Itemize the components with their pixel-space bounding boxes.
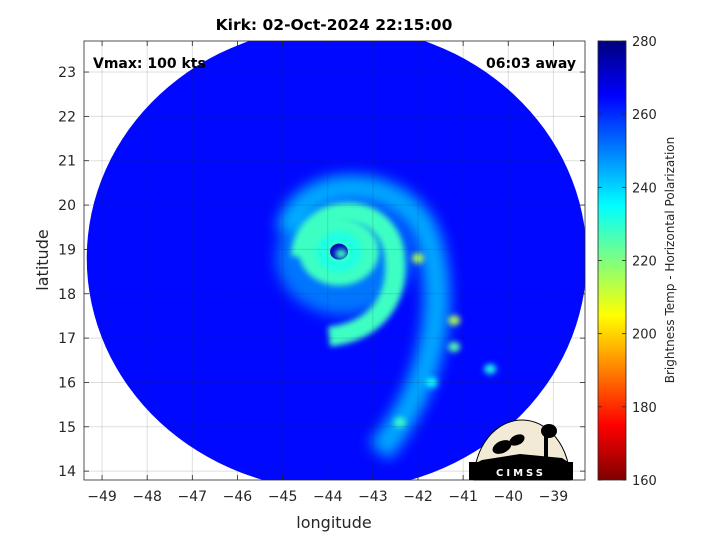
chart-title: Kirk: 02-Oct-2024 22:15:00 [216,16,453,34]
y-axis-label: latitude [33,229,52,290]
colorbar-ticks: 160 180 200 220 240 260 280 [598,35,657,489]
y-tick-label: 18 [58,287,76,303]
x-axis-label: longitude [296,513,371,532]
y-tick-label: 17 [58,331,76,347]
logo-banner [469,462,573,480]
eyewall-ring [317,231,362,272]
storm-feature-3 [448,341,461,352]
y-tick-label: 22 [58,109,76,125]
logo-water-tower-leg [544,436,548,466]
colorbar-tick-label: 280 [632,35,657,50]
x-tick-label: −48 [132,489,162,505]
y-tick-label: 21 [58,154,76,170]
vmax-annotation: Vmax: 100 kts [93,56,206,72]
plot-frame [83,40,586,481]
storm-feature-5 [484,364,497,375]
y-tick-label: 19 [58,242,76,258]
time-away-annotation: 06:03 away [486,56,576,72]
x-tick-label: −39 [539,489,569,505]
x-axis: −49 −48 −47 −46 −45 −44 −43 −42 −41 −40 −39 [87,41,568,505]
x-tick-label: −46 [223,489,253,505]
y-tick-label: 15 [58,420,76,436]
colorbar-tick-label: 240 [632,181,657,196]
x-tick-label: −47 [178,489,208,505]
logo-building [476,454,568,463]
grid-lines [84,41,585,480]
colorbar-tick-label: 180 [632,401,657,416]
y-tick-label: 23 [58,65,76,81]
logo-dish-left [492,440,512,454]
storm-feature-4 [393,417,406,428]
colorbar-tick-label: 220 [632,255,657,270]
x-tick-label: −45 [268,489,298,505]
storm-feature-0 [335,248,348,259]
image-layer [86,41,585,480]
x-tick-label: −49 [87,489,117,505]
storm-feature-2 [448,315,461,326]
spiral-band-inner [291,202,406,347]
y-axis: 14 15 16 17 18 19 20 21 22 23 [58,65,585,480]
cimss-logo: CIMSS [469,419,573,481]
storm-imagery [276,174,497,460]
x-tick-label: −40 [493,489,523,505]
x-tick-label: −41 [448,489,478,505]
colorbar-label: Brightness Temp - Horizontal Polarizatio… [663,137,677,384]
colorbar-tick-label: 160 [632,474,657,489]
y-tick-label: 16 [58,375,76,391]
x-tick-label: −42 [403,489,433,505]
storm-feature-1 [412,253,424,264]
x-tick-label: −43 [358,489,388,505]
colorbar-tick-label: 260 [632,108,657,123]
logo-text: CIMSS [496,468,546,479]
y-tick-label: 14 [58,464,76,480]
spiral-band-outer [276,174,450,460]
x-tick-label: −44 [313,489,343,505]
colorbar-tick-label: 200 [632,328,657,343]
colorbar [597,40,627,481]
logo-dish-right [509,434,525,446]
y-tick-label: 20 [58,198,76,214]
logo-water-tower-tank [541,424,557,438]
storm-feature-6 [425,377,438,388]
